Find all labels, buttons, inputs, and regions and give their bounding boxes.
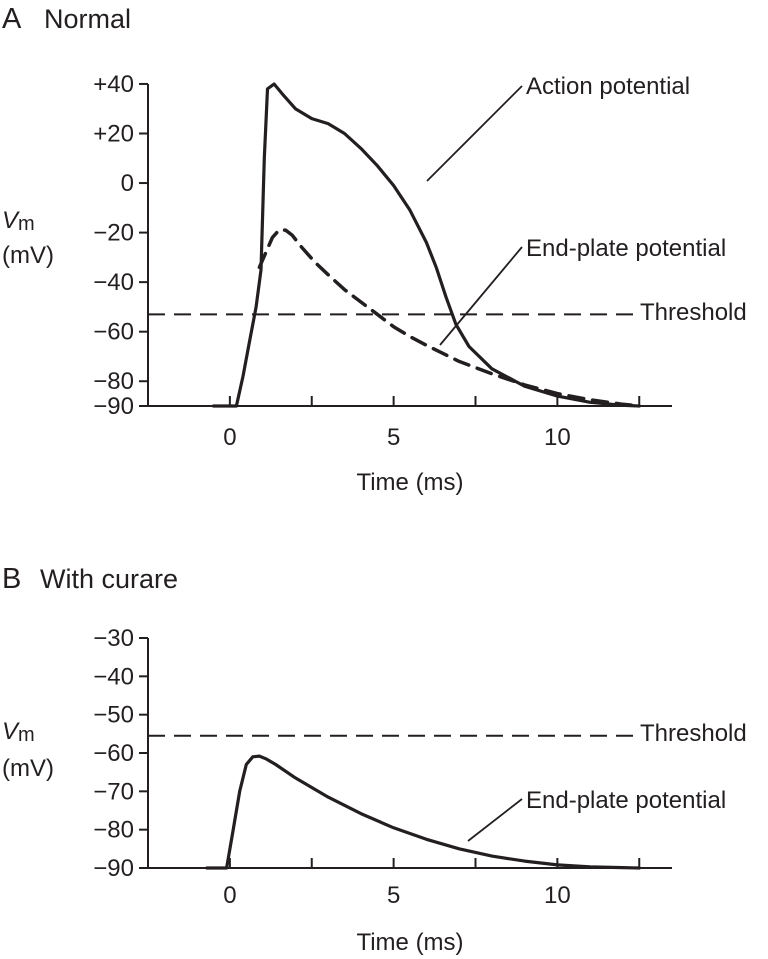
panel-a-y-tick-label: 0 (121, 170, 134, 197)
panel-a-y-tick-label: +40 (93, 71, 134, 98)
panel-a-x-tick-label: 5 (387, 424, 400, 451)
panel-b-title: With curare (40, 564, 178, 594)
panel-a-ylabel-v: V (2, 207, 20, 234)
panel-a-ylabel-unit: (mV) (2, 242, 54, 269)
panel-b-xlabel: Time (ms) (356, 929, 463, 956)
panel-b-x-tick-label: 10 (544, 882, 571, 909)
panel-a: A Normal Vm (mV) Time (ms) Action potent… (2, 3, 747, 496)
panel-b-y-tick-label: −40 (93, 663, 134, 690)
panel-b-y-tick-label: −60 (93, 740, 134, 767)
panel-b-letter: B (2, 563, 21, 595)
panel-b-x-tick-label: 5 (387, 882, 400, 909)
panel-b-ylabel-subscript: m (18, 724, 35, 746)
panel-a-ylabel-subscript: m (18, 213, 35, 235)
panel-b-series-end-plate-potential (205, 754, 641, 870)
panel-a-y-tick-label: −60 (93, 319, 134, 346)
panel-a-series-action-potential (211, 82, 641, 408)
panel-b-y-tick-label: −50 (93, 702, 134, 729)
panel-a-annotation-end-plate-potential-leader (439, 246, 523, 346)
panel-a-threshold-label: Threshold (640, 299, 747, 326)
panel-a-annotation-action-potential-leader (426, 85, 523, 182)
panel-b-x-tick-label: 0 (223, 882, 236, 909)
panel-a-x-tick-label: 10 (544, 424, 571, 451)
panel-a-y-tick-label: −90 (93, 393, 134, 420)
panel-a-xlabel: Time (ms) (356, 469, 463, 496)
panel-a-annotation-action-potential: Action potential (526, 73, 690, 100)
panel-a-y-tick-label: −40 (93, 269, 134, 296)
panel-b-annotation-end-plate-potential: End-plate potential (526, 787, 726, 814)
panel-b-annotation-end-plate-potential-leader (467, 798, 523, 842)
panel-a-x-tick-label: 0 (223, 424, 236, 451)
panel-a-annotation-end-plate-potential: End-plate potential (526, 235, 726, 262)
panel-b-y-tick-label: −70 (93, 778, 134, 805)
panel-a-y-tick-label: −80 (93, 368, 134, 395)
panel-a-y-tick-label: −20 (93, 220, 134, 247)
panel-a-title: Normal (44, 4, 131, 34)
panel-a-letter: A (2, 3, 22, 35)
panel-b-y-tick-label: −80 (93, 817, 134, 844)
panel-b: B With curare Vm (mV) Time (ms) End-plat… (2, 563, 747, 956)
panel-b-y-tick-label: −30 (93, 625, 134, 652)
panel-b-ylabel-unit: (mV) (2, 755, 54, 782)
panel-b-threshold-label: Threshold (640, 720, 747, 747)
panel-a-ylabel: Vm (2, 207, 35, 235)
panel-b-ylabel-v: V (2, 718, 20, 745)
panel-a-y-tick-label: +20 (93, 121, 134, 148)
panel-b-y-tick-label: −90 (93, 855, 134, 882)
panel-b-ylabel: Vm (2, 718, 35, 746)
